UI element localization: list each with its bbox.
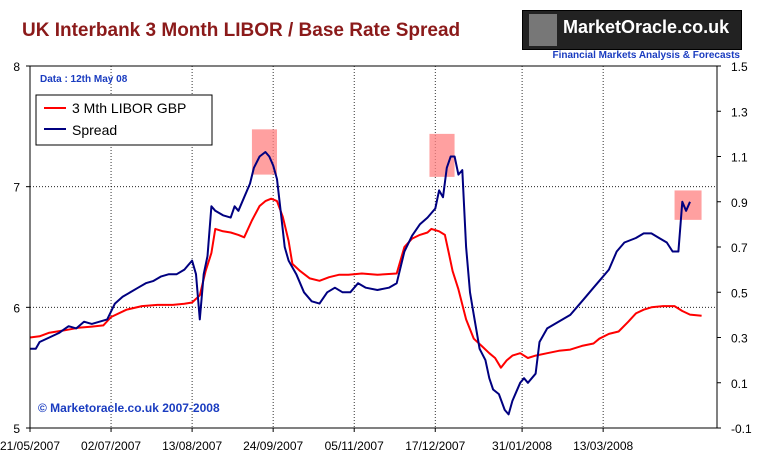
x-tick-label: 05/11/2007: [325, 439, 384, 453]
y-right-tick-label: -0.1: [731, 422, 752, 436]
highlight-box: [429, 133, 455, 177]
y-left-tick-label: 5: [13, 422, 20, 436]
x-tick-label: 17/12/2007: [405, 439, 465, 453]
y-right-tick-label: 0.7: [731, 241, 748, 255]
logo-brand-text: MarketOracle.co.uk: [563, 17, 730, 37]
axis-ticks: 21/05/2007 02/07/2007 13/08/2007 24/09/2007…: [0, 60, 752, 453]
highlight-boxes: [251, 129, 702, 220]
plot-frame: [29, 65, 718, 429]
x-tick-label: 02/07/2007: [81, 439, 141, 453]
series-lines: [29, 151, 702, 416]
logo-tagline: Financial Markets Analysis & Forecasts: [552, 50, 741, 61]
legend-box: [35, 94, 213, 146]
x-tick-label: 13/08/2007: [162, 439, 222, 453]
y-left-tick-label: 7: [13, 181, 20, 195]
y-right-tick-label: 0.3: [731, 332, 748, 346]
libor-series-line: [29, 197, 702, 369]
marketoracle-logo: MarketOracle.co.uk Financial Markets Ana…: [522, 10, 742, 62]
spread-series-line: [30, 151, 691, 416]
legend-label-spread: Spread: [72, 122, 117, 138]
x-tick-label: 31/01/2008: [492, 439, 552, 453]
y-right-tick-label: 1.5: [731, 60, 748, 74]
x-tick-label: 24/09/2007: [243, 439, 303, 453]
y-left-tick-label: 8: [13, 60, 20, 74]
logo-banner: MarketOracle.co.uk: [522, 10, 742, 50]
y-right-tick-label: 1.3: [731, 105, 748, 119]
y-right-tick-label: 1.1: [731, 151, 748, 165]
y-right-tick-label: 0.1: [731, 377, 748, 391]
copyright-note: © Marketoracle.co.uk 2007-2008: [38, 401, 220, 415]
legend-label-libor: 3 Mth LIBOR GBP: [72, 100, 186, 116]
legend: 3 Mth LIBOR GBP Spread: [35, 94, 213, 146]
logo-figure-icon: [529, 14, 557, 46]
chart-title: UK Interbank 3 Month LIBOR / Base Rate S…: [22, 20, 461, 41]
x-tick-label: 21/05/2007: [0, 439, 60, 453]
y-right-tick-label: 0.9: [731, 196, 748, 210]
y-right-tick-label: 0.5: [731, 286, 748, 300]
x-tick-label: 13/03/2008: [573, 439, 633, 453]
y-left-tick-label: 6: [13, 301, 20, 315]
date-note: Data : 12th May 08: [40, 74, 128, 85]
